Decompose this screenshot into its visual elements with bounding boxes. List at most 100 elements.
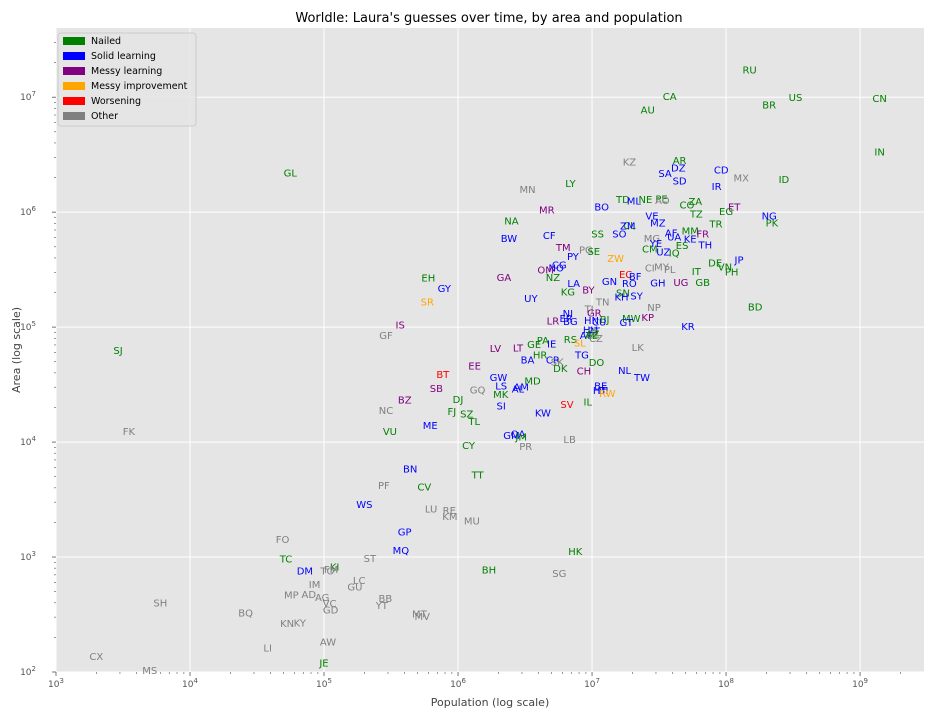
y-axis-label: Area (log scale) bbox=[10, 307, 23, 393]
point-label-se: SE bbox=[587, 247, 600, 258]
point-label-sd: SD bbox=[673, 177, 687, 188]
point-label-dj: DJ bbox=[453, 395, 464, 406]
point-label-ph: PH bbox=[725, 267, 739, 278]
point-label-ag: AG bbox=[315, 593, 329, 604]
point-label-vc: VC bbox=[323, 599, 337, 610]
point-label-iq: IQ bbox=[669, 248, 680, 259]
point-label-pg: PG bbox=[579, 246, 593, 257]
point-label-gn: GN bbox=[602, 277, 617, 288]
y-tick-label: 106 bbox=[20, 205, 36, 218]
point-label-mn: MN bbox=[519, 185, 535, 196]
point-label-ke: KE bbox=[684, 234, 697, 245]
point-label-tr: TR bbox=[708, 220, 722, 231]
point-label-gu: GU bbox=[347, 582, 362, 593]
point-label-pa: PA bbox=[537, 336, 549, 347]
point-label-ug: UG bbox=[673, 278, 688, 289]
point-label-gm: GM bbox=[503, 431, 519, 442]
point-label-rs: RS bbox=[564, 335, 577, 346]
point-label-mx: MX bbox=[734, 174, 750, 185]
point-label-py: PY bbox=[567, 252, 580, 263]
point-label-do: DO bbox=[589, 358, 605, 369]
point-label-tz: TZ bbox=[689, 210, 703, 221]
point-label-bz: BZ bbox=[398, 396, 412, 407]
point-label-bq: BQ bbox=[238, 609, 253, 620]
point-label-lu: LU bbox=[425, 505, 437, 516]
point-label-al: AL bbox=[512, 384, 525, 395]
point-label-sv: SV bbox=[560, 400, 573, 411]
point-label-no: NO bbox=[549, 263, 564, 274]
point-label-cl: CL bbox=[623, 221, 636, 232]
point-label-td: TD bbox=[615, 195, 630, 206]
legend-label-other: Other bbox=[91, 111, 118, 122]
point-label-rw: RW bbox=[599, 389, 616, 400]
point-label-kg: KG bbox=[561, 288, 575, 299]
legend-label-solid: Solid learning bbox=[91, 51, 156, 62]
x-tick-label: 106 bbox=[450, 677, 466, 690]
point-label-km: KM bbox=[442, 512, 457, 523]
point-label-mu: MU bbox=[464, 516, 480, 527]
point-label-pf: PF bbox=[378, 481, 390, 492]
point-label-hk: HK bbox=[568, 547, 583, 558]
point-label-lt: LT bbox=[513, 343, 524, 354]
point-label-mz: MZ bbox=[650, 218, 666, 229]
point-label-kn: KN bbox=[280, 619, 294, 630]
point-label-fj: FJ bbox=[448, 407, 457, 418]
point-label-re: RE bbox=[443, 506, 456, 517]
x-tick-label: 107 bbox=[584, 677, 600, 690]
point-label-tg: TG bbox=[574, 350, 589, 361]
x-axis-label: Population (log scale) bbox=[431, 696, 549, 709]
point-label-sj: SJ bbox=[113, 346, 122, 357]
point-label-hn: HN bbox=[584, 316, 599, 327]
point-label-eg: EG bbox=[719, 207, 733, 218]
point-label-ie: IE bbox=[547, 340, 556, 351]
point-label-om: OM bbox=[537, 266, 554, 277]
point-label-lv: LV bbox=[490, 344, 501, 355]
point-label-lc: LC bbox=[353, 576, 366, 587]
point-label-gt: GT bbox=[619, 318, 633, 329]
legend-label-messy: Messy learning bbox=[91, 66, 162, 77]
point-label-id: ID bbox=[779, 175, 790, 186]
point-label-dk: DK bbox=[553, 364, 568, 375]
point-label-cu: CU bbox=[592, 317, 606, 328]
point-label-jo: JO bbox=[587, 328, 599, 339]
point-label-si: SI bbox=[497, 402, 506, 413]
x-axis-ticks: 103 104 105 106 107 108 109 bbox=[48, 672, 901, 690]
point-label-fm: FM bbox=[324, 565, 338, 576]
legend-label-nailed: Nailed bbox=[91, 36, 121, 47]
point-label-cy: CY bbox=[462, 441, 476, 452]
point-label-mq: MQ bbox=[393, 546, 410, 557]
point-label-br: BR bbox=[762, 100, 776, 111]
point-label-nz: NZ bbox=[546, 273, 560, 284]
point-label-bn: BN bbox=[403, 464, 417, 475]
point-label-to: TO bbox=[319, 567, 334, 578]
legend-swatch-messy bbox=[63, 67, 85, 75]
y-tick-label: 102 bbox=[20, 665, 36, 678]
legend-box bbox=[57, 32, 197, 127]
legend-swatch-worsening bbox=[63, 97, 85, 105]
point-label-gl: GL bbox=[284, 169, 298, 180]
point-label-pk: PK bbox=[766, 218, 779, 229]
point-label-li: LI bbox=[263, 644, 272, 655]
point-label-la: LA bbox=[567, 279, 580, 290]
point-label-bb: BB bbox=[379, 594, 393, 605]
point-label-ng: NG bbox=[762, 211, 777, 222]
point-label-sr: SR bbox=[421, 297, 434, 308]
point-label-eh: EH bbox=[421, 273, 435, 284]
plot-area bbox=[56, 28, 924, 672]
point-label-gh: GH bbox=[650, 279, 665, 290]
point-label-tt: TT bbox=[471, 470, 485, 481]
point-label-ru: RU bbox=[742, 66, 756, 77]
point-label-so: SO bbox=[612, 230, 626, 241]
point-label-lb: LB bbox=[563, 435, 576, 446]
point-label-ls: LS bbox=[495, 382, 507, 393]
point-label-gr: GR bbox=[587, 308, 602, 319]
point-label-ao: AO bbox=[655, 196, 670, 207]
legend-swatch-messy_imp bbox=[63, 82, 85, 90]
point-label-pe: PE bbox=[655, 195, 667, 206]
point-label-ci: CI bbox=[645, 264, 655, 275]
point-label-tn: TN bbox=[595, 297, 610, 308]
point-label-sb: SB bbox=[430, 384, 443, 395]
point-label-gw: GW bbox=[490, 373, 508, 384]
point-label-vn: VN bbox=[718, 262, 732, 273]
